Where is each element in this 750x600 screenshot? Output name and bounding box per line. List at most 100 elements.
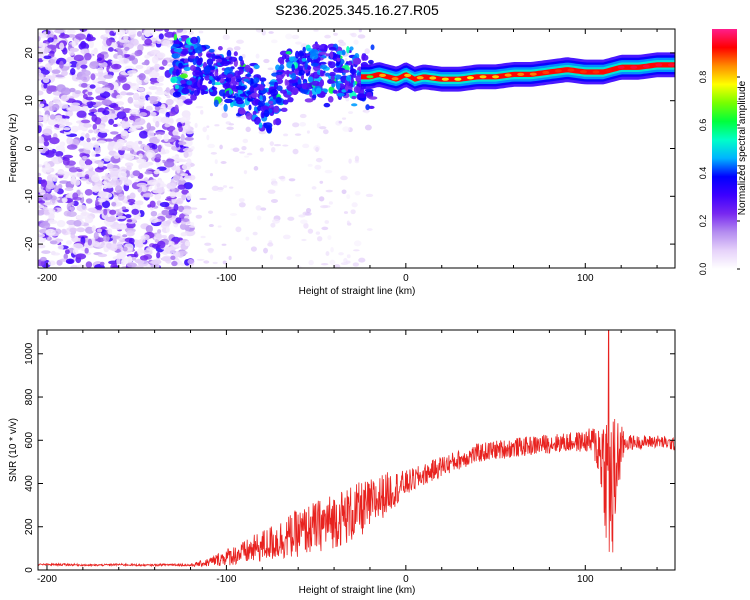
spectrogram-cell	[154, 29, 164, 32]
ridge-cell	[298, 69, 305, 76]
spectrogram-cell	[93, 128, 100, 134]
ridge-cell	[281, 54, 287, 60]
spectrogram-cell	[159, 151, 167, 155]
spectrogram-cell	[145, 105, 153, 111]
spectrogram-cell	[182, 139, 193, 147]
spectrogram-cell	[322, 129, 329, 135]
ridge-cell	[269, 89, 279, 97]
spectrogram-cell	[229, 213, 238, 216]
spectrogram-cell	[107, 143, 114, 151]
spectrogram-cell	[38, 236, 44, 242]
spectrogram-cell	[194, 122, 198, 128]
spectrogram-cell	[57, 171, 68, 175]
x-tick-label: 0	[403, 574, 409, 585]
colorbar-tick-label: 0.4	[698, 167, 708, 180]
spectrogram-cell	[292, 148, 299, 155]
spectrogram-cell	[161, 255, 172, 262]
y-tick-label: 400	[24, 475, 35, 492]
spectrogram-cell	[129, 82, 137, 87]
spectrogram-cell	[200, 235, 206, 239]
spectrogram-cell	[344, 57, 348, 62]
ridge-cell	[336, 57, 341, 62]
spectrogram-cell	[175, 140, 180, 148]
spectrogram-cell	[141, 186, 147, 193]
spectrogram-cell	[302, 143, 310, 149]
spectrogram-cell	[83, 123, 92, 128]
spectrogram-cell	[84, 164, 93, 169]
ridge-cell	[186, 80, 193, 86]
spectrogram-cell	[62, 158, 70, 166]
ridge-cell	[211, 77, 216, 86]
spectrogram-cell	[195, 214, 203, 219]
spectrogram-cell	[62, 154, 74, 159]
spectrogram-cell	[73, 54, 85, 62]
spectrogram-cell	[41, 167, 50, 171]
spectrogram-cell	[89, 61, 99, 70]
spectrogram-cell	[144, 30, 151, 38]
spectrogram-cell	[210, 151, 218, 155]
spectrogram-cell	[63, 253, 69, 260]
spectrogram-cell	[252, 231, 258, 236]
spectrogram-cell	[134, 50, 142, 57]
spectrogram-cell	[202, 126, 208, 133]
spectrogram-cell	[132, 101, 141, 105]
ridge-peak	[429, 76, 437, 80]
ridge-cell	[362, 54, 369, 61]
ridge-peak	[642, 64, 650, 68]
spectrogram-cell	[209, 172, 214, 177]
spectrogram-cell	[55, 228, 62, 235]
spectrogram-cell	[144, 54, 151, 59]
spectrogram-cell	[113, 106, 121, 111]
y-tick-label: 600	[24, 431, 35, 448]
ridge-peak	[655, 63, 663, 67]
spectrogram-cell	[128, 55, 136, 61]
spectrogram-cell	[97, 124, 106, 130]
spectrogram-cell	[42, 206, 48, 210]
spectrogram-cell	[320, 205, 329, 209]
ridge-peak	[492, 75, 500, 79]
spectrogram-cell	[62, 198, 67, 203]
spectrogram-cell	[255, 29, 263, 33]
spectrogram-cell	[116, 252, 126, 260]
spectrogram-cell	[104, 172, 110, 179]
spectrogram-cell	[301, 238, 307, 242]
ridge-cell	[315, 87, 322, 94]
spectrogram-cell	[47, 44, 59, 50]
spectrogram-cell	[366, 228, 373, 231]
ridge-cell	[196, 60, 203, 66]
spectrogram-cell	[60, 94, 70, 102]
ridge-cell	[301, 83, 307, 90]
spectrogram-cell	[117, 54, 123, 61]
ridge-cell	[275, 96, 282, 104]
spectrogram-cell	[92, 241, 100, 247]
y-tick-label: 0	[24, 567, 35, 573]
spectrogram-cell	[144, 170, 153, 175]
spectrogram-cell	[124, 162, 134, 168]
ridge-cell	[336, 82, 341, 90]
spectrogram-cell	[236, 39, 244, 44]
spectrogram-cell	[59, 141, 66, 147]
snr-xlabel: Height of straight line (km)	[299, 585, 416, 596]
spectrogram-ylabel: Frequency (Hz)	[8, 114, 19, 183]
spectrogram-cell	[245, 236, 250, 241]
ridge-cell	[214, 71, 219, 77]
spectrogram-cell	[354, 155, 360, 162]
spectrogram-cell	[324, 220, 329, 224]
spectrogram-cell	[85, 36, 96, 42]
spectrogram-cell	[121, 121, 131, 129]
spectrogram-cell	[267, 242, 274, 247]
colorbar-tick-label: 0.6	[698, 119, 708, 132]
ridge-cell	[193, 89, 200, 96]
spectrogram-cell	[169, 191, 177, 198]
ridge-cell	[282, 99, 289, 105]
spectrogram-cell	[176, 165, 181, 174]
spectrogram-cell	[157, 229, 162, 234]
x-tick-label: 100	[577, 273, 594, 284]
spectrogram-cell	[76, 110, 87, 118]
spectrogram-cell	[49, 137, 60, 145]
spectrogram-cell	[165, 111, 170, 119]
x-tick-label: -200	[37, 574, 57, 585]
ridge-peak	[630, 65, 638, 69]
spectrogram-cell	[39, 221, 51, 229]
spectrogram-cell	[200, 109, 204, 115]
